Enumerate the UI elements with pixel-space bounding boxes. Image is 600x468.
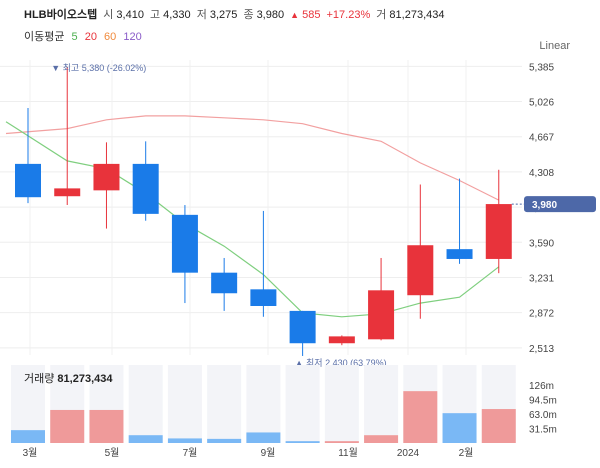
high-annotation: ▼ 최고 5,380 (-26.02%) xyxy=(51,63,146,73)
ma-5-item[interactable]: 5 xyxy=(71,31,78,43)
price-tick-label: 3,590 xyxy=(529,238,554,249)
volume-bar xyxy=(364,435,399,443)
volume-bar xyxy=(89,409,124,443)
price-tick-label: 5,026 xyxy=(529,98,554,109)
open-label: 시 xyxy=(103,9,114,21)
ma-120-item[interactable]: 120 xyxy=(123,31,142,43)
candle-body xyxy=(368,290,395,340)
candle-body xyxy=(485,204,512,259)
volume-background xyxy=(364,365,399,443)
high-label: 고 xyxy=(150,9,161,21)
change-arrow-icon: ▲ xyxy=(290,10,300,20)
close-label: 종 xyxy=(243,9,254,21)
x-tick-label: 9월 xyxy=(261,447,276,459)
price-tick-label: 4,308 xyxy=(529,168,554,179)
ma-20-item[interactable]: 20 xyxy=(84,31,97,43)
price-tick-label: 3,231 xyxy=(529,273,554,284)
volume-tick-label: 31.5m xyxy=(529,425,557,436)
candle-body xyxy=(93,163,120,191)
ma-60-item[interactable]: 60 xyxy=(104,31,117,43)
candle-body xyxy=(446,249,473,259)
change-percent: +17.23% xyxy=(326,9,371,21)
volume-bar xyxy=(481,409,516,443)
open-value: 3,410 xyxy=(116,9,144,21)
x-tick-label: 3월 xyxy=(23,447,38,459)
volume-tick-label: 63.0m xyxy=(529,410,557,421)
current-price-tag xyxy=(524,196,596,213)
volume-bar xyxy=(285,441,320,443)
current-price-label: 3,980 xyxy=(532,200,557,211)
candle-body xyxy=(250,289,277,306)
volume-title: 거래량 81,273,434 xyxy=(24,372,113,385)
candle-body xyxy=(132,163,159,214)
volume-bar xyxy=(403,391,438,443)
volume-value: 81,273,434 xyxy=(389,9,445,21)
volume-background xyxy=(324,365,359,443)
x-tick-label: 2월 xyxy=(459,447,474,459)
volume-bar xyxy=(207,438,242,443)
volume-background xyxy=(285,365,320,443)
x-tick-label: 7월 xyxy=(183,447,198,459)
volume-background xyxy=(246,365,281,443)
scale-toggle[interactable]: Linear xyxy=(539,40,570,52)
change-value: 585 xyxy=(302,9,321,21)
volume-bar xyxy=(246,432,281,443)
low-label: 저 xyxy=(196,9,207,21)
price-tick-label: 4,667 xyxy=(529,133,554,144)
candle-body xyxy=(289,310,316,344)
close-value: 3,980 xyxy=(256,9,285,21)
volume-background xyxy=(128,365,163,443)
candle-body xyxy=(211,272,238,294)
volume-bar xyxy=(442,413,477,443)
volume-bar xyxy=(11,430,45,443)
low-annotation: ▲ 최저 2,430 (63.79%) xyxy=(295,358,387,368)
x-tick-label: 5월 xyxy=(105,447,120,459)
volume-bar xyxy=(324,441,359,443)
x-tick-label: 11월 xyxy=(338,447,358,459)
candle-body xyxy=(171,214,198,273)
price-tick-label: 2,872 xyxy=(529,309,554,320)
ma20-line xyxy=(5,115,500,201)
candle-body xyxy=(328,336,355,344)
volume-bar xyxy=(167,438,202,443)
price-tick-label: 2,513 xyxy=(529,344,554,355)
volume-background xyxy=(11,365,45,443)
volume-bar xyxy=(50,409,85,443)
low-value: 3,275 xyxy=(209,9,238,21)
candle-body xyxy=(407,245,434,296)
stock-name[interactable]: HLB바이오스텝 xyxy=(24,9,98,21)
volume-bar xyxy=(128,435,163,443)
volume-tick-label: 94.5m xyxy=(529,396,557,407)
candle-body xyxy=(15,163,41,198)
candle-body xyxy=(54,188,81,197)
x-tick-label: 2024 xyxy=(397,448,420,459)
stock-header: HLB바이오스텝 시 3,410 고 4,330 저 3,275 종 3,980 ▲ 58… xyxy=(24,6,447,22)
volume-background xyxy=(167,365,202,443)
price-tick-label: 5,385 xyxy=(529,62,554,73)
ma-legend-label: 이동평균 xyxy=(24,31,65,43)
high-value: 4,330 xyxy=(163,9,191,21)
volume-tick-label: 126m xyxy=(529,381,554,392)
volume-label: 거 xyxy=(376,9,387,21)
volume-background xyxy=(207,365,242,443)
volume-title-value: 81,273,434 xyxy=(57,373,113,385)
moving-average-legend[interactable]: 이동평균 5 20 60 120 xyxy=(24,28,146,44)
